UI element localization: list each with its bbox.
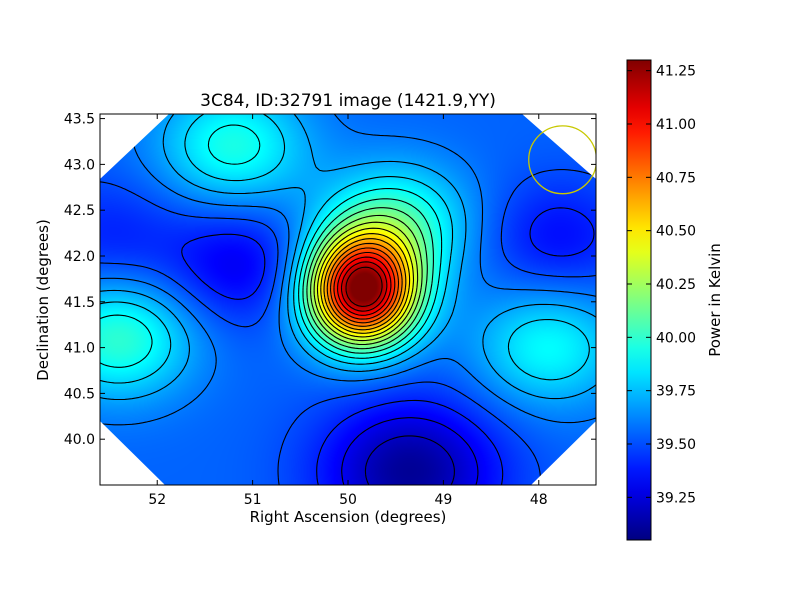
colorbar-tick-label: 41.00	[656, 117, 696, 133]
contour-level	[100, 124, 443, 368]
contour-level	[326, 242, 403, 327]
y-tick-label: 42.5	[64, 203, 95, 219]
contour-level	[306, 207, 428, 350]
y-tick-label: 42.0	[64, 249, 95, 265]
x-tick-label: 49	[434, 492, 452, 508]
contour-level	[340, 261, 388, 312]
contour-level	[310, 214, 423, 346]
y-tick-label: 40.0	[64, 432, 95, 448]
y-axis-label: Declination (degrees)	[34, 219, 52, 381]
colorbar: 39.25 39.50 39.75 40.00 40.25 40.50 40.75 41.00…	[626, 59, 724, 541]
contour-level	[181, 207, 595, 485]
x-axis-ticks: 52 51 50 49 48	[148, 114, 548, 508]
x-tick-label: 50	[339, 492, 357, 508]
y-tick-label: 43.0	[64, 157, 95, 173]
colorbar-tick-label: 39.75	[656, 384, 696, 400]
contour-level	[337, 256, 392, 316]
x-tick-label: 48	[530, 492, 548, 508]
colorbar-tick-label: 41.25	[656, 64, 696, 80]
colorbar-tick-label: 39.25	[656, 490, 696, 506]
contour-level	[345, 266, 383, 307]
y-tick-label: 40.5	[64, 386, 95, 402]
contour-level	[313, 221, 419, 342]
contour-level	[364, 435, 455, 485]
y-tick-label: 41.0	[64, 341, 95, 357]
colorbar-tick-label: 40.50	[656, 224, 696, 240]
y-tick-label: 43.5	[64, 112, 95, 128]
x-tick-label: 52	[148, 492, 166, 508]
contour-lines	[100, 114, 596, 485]
x-tick-label: 51	[244, 492, 262, 508]
colorbar-ticks: 39.25 39.50 39.75 40.00 40.25 40.50 40.75 41.00…	[627, 64, 696, 506]
contour-level	[330, 247, 400, 324]
contour-level	[100, 114, 590, 384]
contour-level	[333, 251, 396, 320]
colorbar-label: Power in Kelvin	[706, 243, 724, 357]
colorbar-tick-label: 39.50	[656, 437, 696, 453]
contour-level	[341, 417, 479, 485]
y-axis-ticks: 40.0 40.5 41.0 41.5 42.0 42.5 43.0 43.5	[64, 112, 596, 448]
contour-level	[323, 238, 407, 331]
contour-level	[316, 227, 415, 338]
beam-circle	[528, 125, 596, 195]
colorbar-tick-label: 40.25	[656, 277, 696, 293]
x-axis-label: Right Ascension (degrees)	[250, 508, 447, 526]
chart-title: 3C84, ID:32791 image (1421.9,YY)	[200, 91, 496, 111]
plot-area: 52 51 50 49 48 40.040.541.041.542.042.543.04…	[64, 112, 597, 508]
y-tick-label: 41.5	[64, 295, 95, 311]
colorbar-gradient	[626, 59, 652, 541]
contour-level	[100, 169, 596, 485]
contour-level	[302, 198, 434, 354]
contour-level	[320, 233, 411, 334]
contour-level	[100, 114, 596, 401]
colorbar-tick-label: 40.75	[656, 170, 696, 186]
colorbar-tick-label: 40.00	[656, 330, 696, 346]
